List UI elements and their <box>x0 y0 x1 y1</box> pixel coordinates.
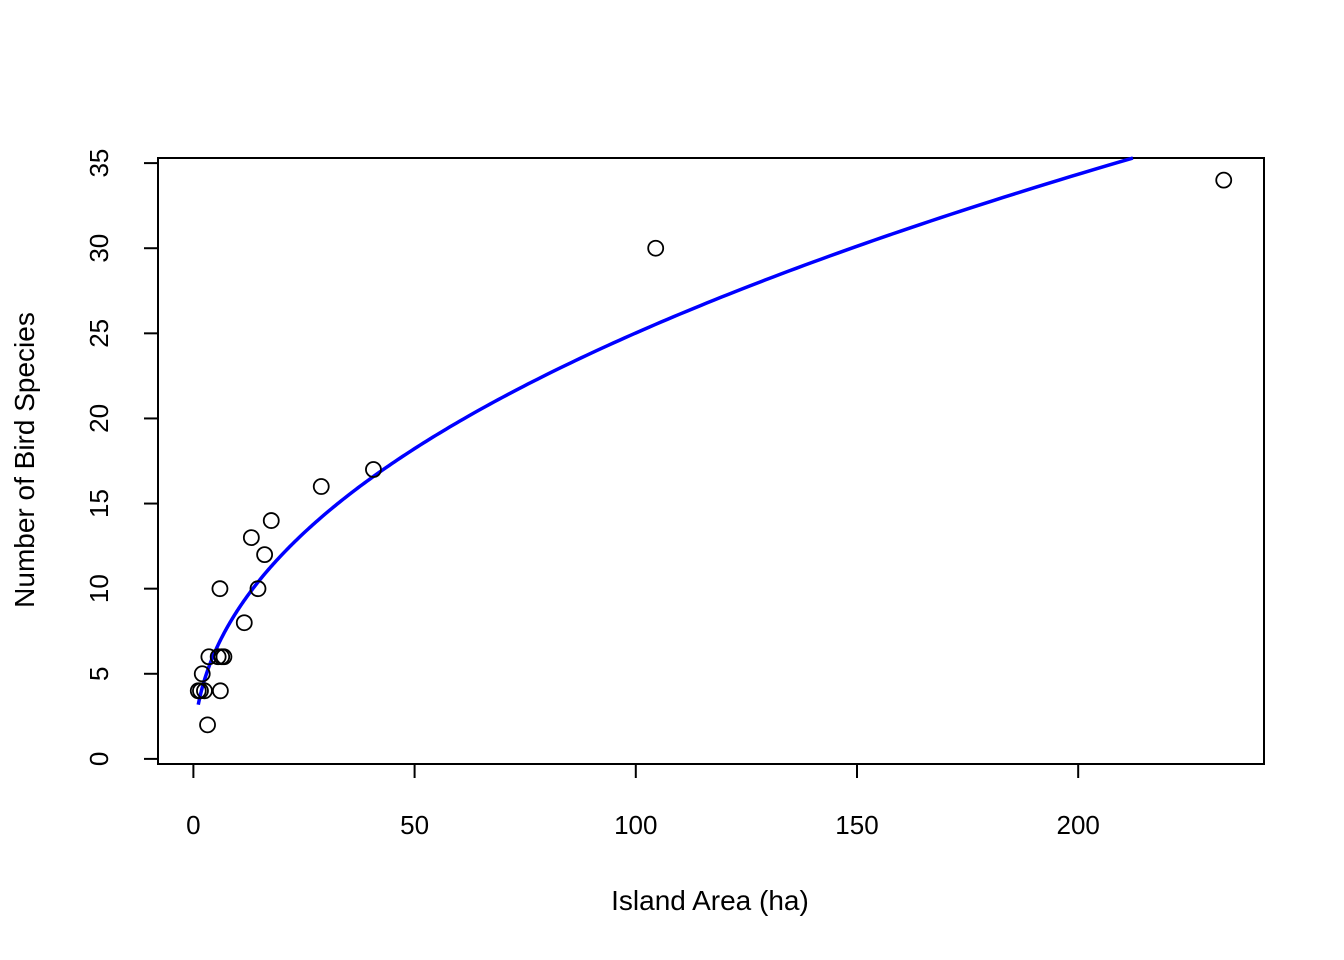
y-tick-label: 20 <box>84 404 114 433</box>
data-point <box>211 580 229 598</box>
data-point <box>235 614 253 632</box>
y-tick-label: 35 <box>84 149 114 178</box>
y-tick-label: 0 <box>84 752 114 766</box>
data-point <box>199 716 216 734</box>
y-tick-label: 30 <box>84 234 114 263</box>
y-tick-label: 25 <box>84 319 114 348</box>
data-point <box>242 529 260 547</box>
x-tick-label: 100 <box>614 810 657 840</box>
data-point <box>365 461 382 478</box>
y-tick-label: 15 <box>84 489 114 518</box>
x-tick-label: 0 <box>186 810 200 840</box>
y-axis: 0 5 10 15 20 25 30 35 <box>84 149 159 766</box>
y-tick-label: 5 <box>84 667 114 681</box>
data-point <box>193 665 211 683</box>
data-point <box>262 512 280 529</box>
x-tick-label: 200 <box>1056 810 1099 840</box>
x-tick-label: 150 <box>835 810 878 840</box>
data-point <box>249 580 267 598</box>
data-point <box>1215 171 1233 189</box>
plot-frame <box>157 157 1265 765</box>
data-point <box>192 682 209 700</box>
data-point <box>647 239 665 257</box>
data-point <box>211 682 229 700</box>
data-point <box>312 478 330 495</box>
y-tick-label: 10 <box>84 574 114 603</box>
data-point <box>256 546 274 564</box>
x-tick-label: 50 <box>400 810 429 840</box>
data-point <box>215 648 233 666</box>
fitted-curve <box>196 156 1134 707</box>
y-axis-title: Number of Bird Species <box>9 312 40 608</box>
x-axis: 0 50 100 150 200 <box>186 763 1100 840</box>
data-point <box>196 682 213 700</box>
data-points-layer <box>189 171 1233 734</box>
fitted-curve-layer <box>196 156 1134 707</box>
x-axis-title: Island Area (ha) <box>611 885 809 916</box>
